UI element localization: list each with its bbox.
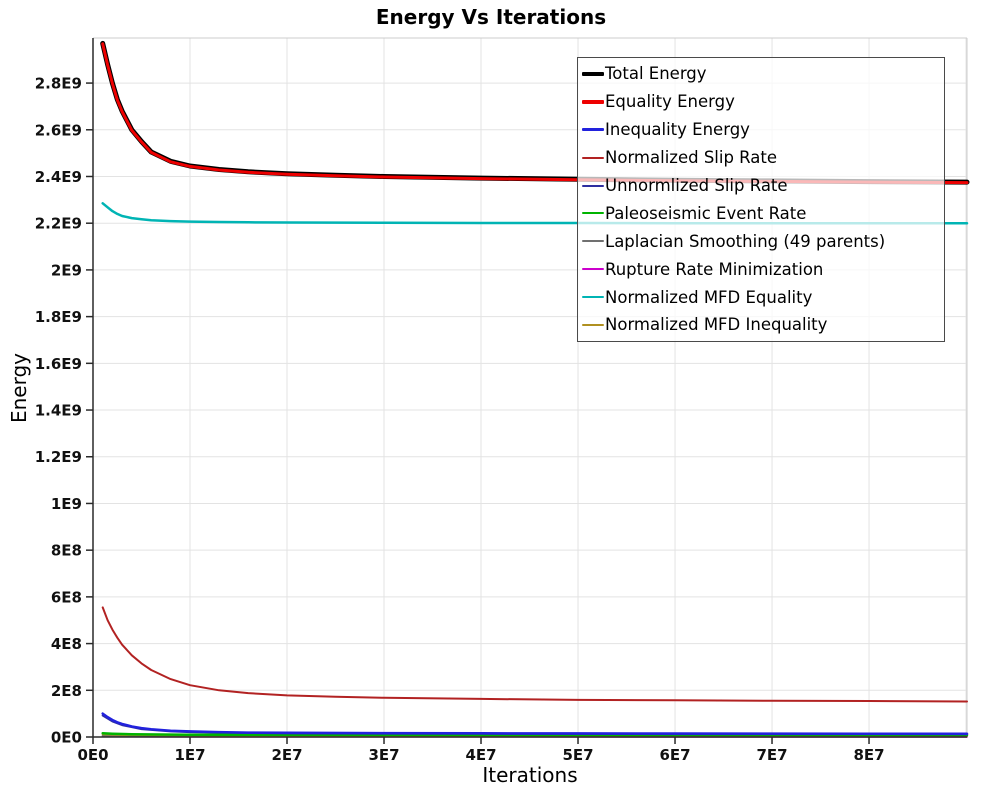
y-axis-tick-label: 4E8 <box>51 635 82 653</box>
legend-item: Equality Energy <box>582 89 944 115</box>
x-axis-tick-label: 7E7 <box>756 746 787 764</box>
legend-line-swatch <box>582 268 604 271</box>
legend-item: Laplacian Smoothing (49 parents) <box>582 228 944 254</box>
x-axis-tick-label: 8E7 <box>853 746 884 764</box>
legend-item-label: Unnormlized Slip Rate <box>605 176 788 195</box>
y-axis-tick-label: 0E0 <box>51 729 82 747</box>
legend-line-swatch <box>582 323 604 326</box>
legend-item: Inequality Energy <box>582 117 944 143</box>
y-axis-tick-label: 2.6E9 <box>35 121 82 139</box>
legend-item-label: Paleoseismic Event Rate <box>605 203 807 223</box>
y-axis-tick-label: 2.2E9 <box>35 215 82 233</box>
legend-item: Paleoseismic Event Rate <box>582 200 944 226</box>
y-axis-tick-label: 8E8 <box>51 542 82 560</box>
x-axis-tick-label: 4E7 <box>465 746 496 764</box>
series-line-normalized-slip-rate <box>101 606 968 703</box>
legend-item-label: Inequality Energy <box>605 120 750 140</box>
legend-item-label: Laplacian Smoothing (49 parents) <box>605 231 886 251</box>
y-axis-tick-label: 2.4E9 <box>35 168 82 186</box>
legend-line-swatch <box>582 156 604 159</box>
x-axis-tick-label: 5E7 <box>562 746 593 764</box>
legend-item: Rupture Rate Minimization <box>582 256 944 282</box>
y-axis-tick-label: 1E9 <box>51 495 82 513</box>
legend-item-label: Total Energy <box>605 64 707 84</box>
legend-item-label: Normalized MFD Inequality <box>605 315 828 335</box>
y-axis-tick-label: 2.8E9 <box>35 75 82 93</box>
x-axis-tick-label: 3E7 <box>368 746 399 764</box>
y-axis-tick-label: 1.4E9 <box>35 402 82 420</box>
legend-item: Normalized Slip Rate <box>582 145 944 171</box>
legend-line-swatch <box>582 128 604 132</box>
x-axis-tick-label: 6E7 <box>659 746 690 764</box>
y-axis-tick-label: 1.6E9 <box>35 355 82 373</box>
legend: Total Energy Equality Energy Inequality En… <box>577 57 945 342</box>
legend-line-swatch <box>582 71 604 76</box>
legend-item: Unnormlized Slip Rate <box>582 173 944 199</box>
x-axis-tick-label: 2E7 <box>271 746 302 764</box>
legend-item: Normalized MFD Equality <box>582 284 944 310</box>
series-line-inequality-energy <box>101 712 969 735</box>
legend-item-label: Rupture Rate Minimization <box>605 259 824 279</box>
legend-item: Total Energy <box>582 61 944 87</box>
y-axis-tick-label: 6E8 <box>51 588 82 606</box>
x-axis-tick-label: 1E7 <box>174 746 205 764</box>
legend-item-label: Equality Energy <box>605 92 735 112</box>
legend-item: Normalized MFD Inequality <box>582 312 944 338</box>
legend-line-swatch <box>582 212 604 215</box>
x-axis-label: Iterations <box>482 763 578 787</box>
y-axis-tick-label: 1.8E9 <box>35 308 82 326</box>
legend-line-swatch <box>582 184 604 187</box>
x-axis-tick-label: 0E0 <box>77 746 108 764</box>
legend-item-label: Normalized MFD Equality <box>605 287 813 307</box>
legend-line-swatch <box>582 240 604 243</box>
chart-title: Energy Vs Iterations <box>375 5 607 29</box>
legend-line-swatch <box>582 99 604 104</box>
y-axis-tick-label: 1.2E9 <box>35 448 82 466</box>
legend-item-label: Normalized Slip Rate <box>605 148 778 168</box>
legend-line-swatch <box>582 296 604 299</box>
y-axis-tick-label: 2E8 <box>51 682 82 700</box>
y-axis-tick-label: 2E9 <box>51 261 82 279</box>
